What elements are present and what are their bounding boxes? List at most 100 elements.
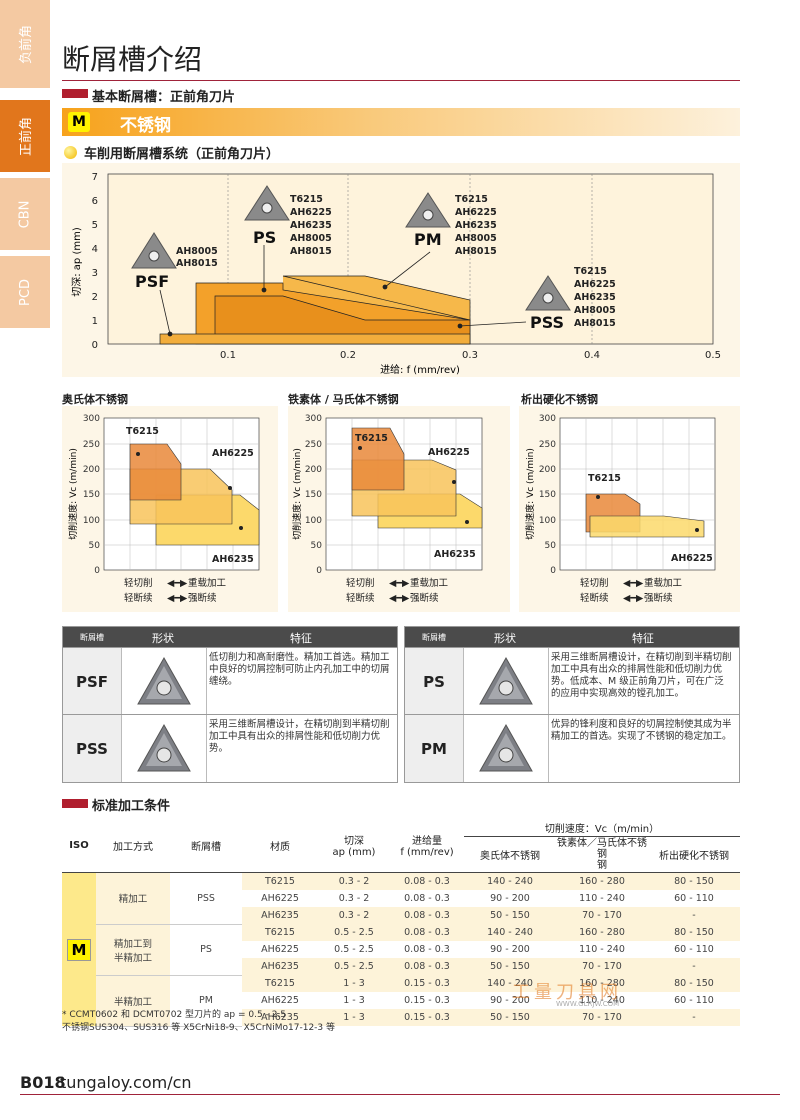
grade-label: AH8005 <box>574 305 616 316</box>
value-cell: 140 - 240 <box>487 927 533 938</box>
th-f-unit: f (mm/rev) <box>400 847 454 858</box>
arrow-icon: ◀━▶ <box>389 578 410 589</box>
y-tick: 150 <box>305 490 322 500</box>
y-tick: 4 <box>92 244 98 255</box>
page-number: B018 <box>20 1073 66 1092</box>
th-iso: ISO <box>62 818 96 873</box>
value-cell: 110 - 240 <box>579 893 625 904</box>
grade-label: AH6225 <box>574 279 616 290</box>
value-cell: 1 - 3 <box>343 978 365 989</box>
bullet-icon <box>64 146 77 159</box>
footer-site[interactable]: tungaloy.com/cn <box>60 1073 192 1092</box>
grade-cell: AH6225 <box>261 893 299 904</box>
y-tick: 300 <box>539 414 556 424</box>
y-axis-label: 切削速度: Vc (m/min) <box>291 448 303 540</box>
x-tick: 0.5 <box>705 350 721 361</box>
breaker-name: PSS <box>63 715 121 782</box>
th-ph: 析出硬化不锈钢 <box>648 836 740 873</box>
value-cell: 0.15 - 0.3 <box>404 978 450 989</box>
insert-pss-icon <box>137 723 191 772</box>
grade-label: AH6225 <box>290 207 332 218</box>
section-heading: 基本断屑槽：正前角刀片 <box>92 90 236 105</box>
grade-label: AH8015 <box>455 246 497 257</box>
grade-label: AH6235 <box>574 292 616 303</box>
feature-text: 采用三维断屑槽设计，在精切削到半精切削加工中具有出众的排屑性能和低切削力优势。低… <box>551 652 732 699</box>
m-badge: M <box>68 112 90 132</box>
y-tick: 0 <box>316 566 322 576</box>
header-breaker: 断屑槽 <box>80 633 104 642</box>
note-2: 不锈钢SUS304、SUS316 等 X5CrNi18-9、X5CrNiMo17… <box>62 1023 336 1033</box>
y-tick: 250 <box>83 440 100 450</box>
grade-cell: AH6235 <box>261 961 299 972</box>
watermark: 工量刀具网 <box>512 982 622 1003</box>
value-cell: 70 - 170 <box>582 1012 622 1023</box>
iso-cell: M <box>62 872 96 1026</box>
grade-label: AH8005 <box>290 233 332 244</box>
y-tick: 300 <box>305 414 322 424</box>
chart-section-title: 车削用断屑槽系统（正前角刀片） <box>84 147 280 162</box>
value-cell: 160 - 280 <box>579 978 625 989</box>
main-chart: 0 1 2 3 4 5 6 7 0.1 0.2 0.3 0.4 0.5 进给: … <box>71 172 721 376</box>
x-tick: 0.2 <box>340 350 356 361</box>
side-tab-label: CBN <box>17 200 33 228</box>
th-ap: 切深 <box>344 836 364 847</box>
legend-text: 轻断续 <box>124 592 153 604</box>
arrow-icon: ◀━▶ <box>623 578 644 589</box>
side-tab-positive[interactable]: 正前角 <box>0 100 50 172</box>
value-cell: 0.15 - 0.3 <box>404 995 450 1006</box>
value-cell: 1 - 3 <box>343 1012 365 1023</box>
y-tick: 0 <box>92 340 98 351</box>
iso-badge: M <box>66 938 92 961</box>
value-cell: 1 - 3 <box>343 995 365 1006</box>
value-cell: 0.08 - 0.3 <box>404 876 450 887</box>
value-cell: 160 - 280 <box>579 876 625 887</box>
grade-label: AH6225 <box>671 553 713 564</box>
grade-label: AH8015 <box>290 246 332 257</box>
page-title: 断屑槽介绍 <box>62 43 203 76</box>
y-tick: 200 <box>539 465 556 475</box>
region-psf <box>159 333 471 345</box>
chart1-title: 奥氏体不锈钢 <box>62 393 128 406</box>
grade-cell: AH6225 <box>261 944 299 955</box>
material-title: 不锈钢 <box>120 116 171 136</box>
value-cell: - <box>692 910 696 921</box>
grade-label: AH8005 <box>455 233 497 244</box>
value-cell: 0.3 - 2 <box>338 910 370 921</box>
breaker-name: PS <box>405 648 463 715</box>
legend-text: 强断续 <box>410 592 439 604</box>
side-tab-negative[interactable]: 负前角 <box>0 0 50 88</box>
chart2-panel: 0 50 100 150 200 250 300 切削速度: Vc (m/min… <box>288 406 510 612</box>
th-method: 加工方式 <box>96 818 170 873</box>
grade-label: AH6235 <box>455 220 497 231</box>
y-tick: 50 <box>545 541 557 551</box>
side-tab-pcd[interactable]: PCD <box>0 256 50 328</box>
value-cell: 0.08 - 0.3 <box>404 944 450 955</box>
th-breaker: 断屑槽 <box>170 818 242 873</box>
grade-label: AH8005 <box>176 246 218 257</box>
chart3: 0 50 100 150 200 250 300 切削速度: Vc (m/min… <box>524 414 716 604</box>
value-cell: 160 - 280 <box>579 927 625 938</box>
y-tick: 200 <box>83 465 100 475</box>
breaker-cell: PSS <box>170 872 242 925</box>
grade-cell: T6215 <box>265 876 295 887</box>
conditions-title: 标准加工条件 <box>92 799 171 814</box>
insert-shape <box>463 648 549 715</box>
feature-text: 低切削力和高耐磨性。精加工首选。精加工中良好的切屑控制可防止内孔加工中的切屑缠绕… <box>209 652 390 687</box>
table-row: 精加工到 半精加工 PS T6215 0.5 - 2.5 0.08 - 0.3 140 -… <box>62 924 740 976</box>
value-cell: - <box>692 961 696 972</box>
value-cell: 110 - 240 <box>579 995 625 1006</box>
y-tick: 100 <box>305 516 322 526</box>
feature-row-pss: PSS 采用三维断屑槽设计，在精切削到半精切削加工中具有出众的排屑性能和低切削力… <box>63 714 397 782</box>
insert-ps-icon <box>479 656 533 705</box>
breaker-label-psf: PSF <box>135 272 169 291</box>
breaker-label-ps: PS <box>253 228 276 247</box>
y-tick: 250 <box>305 440 322 450</box>
arrow-icon: ◀━▶ <box>389 593 410 604</box>
legend-text: 重载加工 <box>188 577 227 589</box>
value-cell: 0.08 - 0.3 <box>404 961 450 972</box>
th-ap-unit: ap (mm) <box>332 847 376 858</box>
th-grade: 材质 <box>242 818 318 873</box>
area-ah6225 <box>589 515 705 538</box>
side-tab-cbn[interactable]: CBN <box>0 178 50 250</box>
y-tick: 300 <box>83 414 100 424</box>
